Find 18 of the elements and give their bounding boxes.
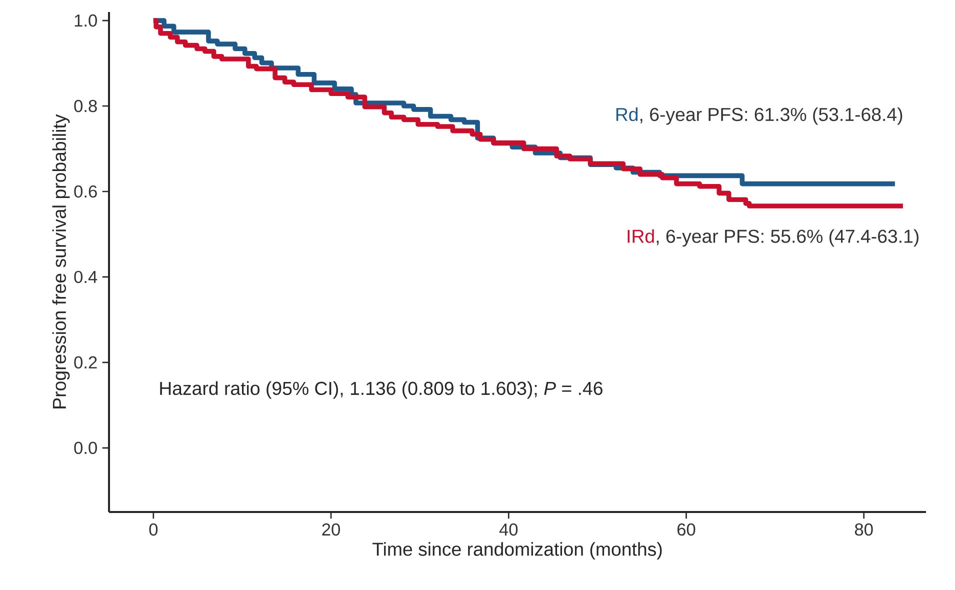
y-tick-label: 0.0 [74,442,97,454]
x-axis-title: Time since randomization (months) [372,542,662,560]
y-tick-label: 0.4 [74,270,98,284]
y-tick-label: 0.2 [74,356,97,369]
y-tick-label: 0.8 [74,100,97,112]
annotation: Hazard ratio (95% CI), 1.136 (0.809 to 1.603); P = .46 [160,381,602,399]
x-tick-label: 80 [854,523,873,536]
x-tick-label: 40 [499,523,518,536]
x-tick-label: 20 [322,523,340,536]
y-tick-label: 0.6 [74,185,97,198]
text: IRd [628,229,654,243]
x-tick-label: 0 [149,523,158,536]
annotation: , 6-year PFS: 55.6% (47.4-63.1) [656,229,918,247]
text: Rd [616,107,638,122]
y-tick-label: 1.0 [74,14,97,27]
y-axis-title: Progression free survival probability [52,114,70,408]
annotation: , 6-year PFS: 61.3% (53.1-68.4) [640,107,902,125]
x-tick-label: 60 [677,523,696,536]
